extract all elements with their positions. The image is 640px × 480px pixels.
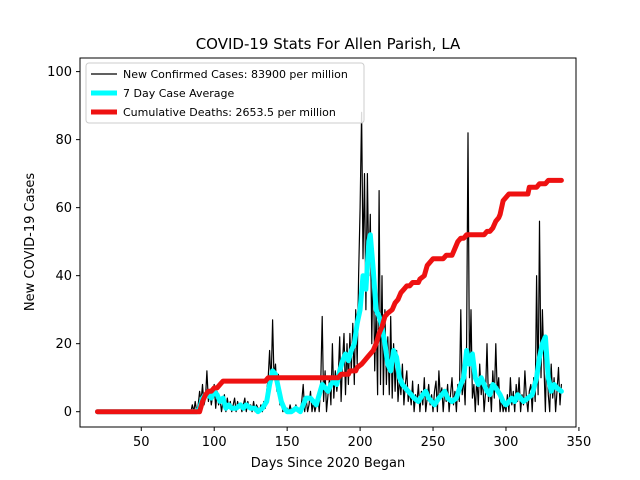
y-tick-label: 20	[55, 337, 72, 352]
new-cases-legend-label: New Confirmed Cases: 83900 per million	[123, 68, 348, 81]
y-tick-label: 0	[64, 405, 72, 420]
y-tick-label: 100	[47, 65, 72, 80]
y-axis-title: New COVID-19 Cases	[23, 173, 38, 311]
x-tick-label: 250	[421, 435, 446, 450]
legend: New Confirmed Cases: 83900 per million 7 …	[85, 62, 365, 124]
y-axis: 0 20 40 60 80 100	[47, 65, 80, 420]
x-tick-label: 200	[348, 435, 373, 450]
y-tick-label: 40	[55, 269, 72, 284]
x-axis-title: Days Since 2020 Began	[251, 456, 406, 471]
y-tick-label: 80	[55, 133, 72, 148]
cumulative-deaths-legend-label: Cumulative Deaths: 2653.5 per million	[123, 106, 336, 119]
x-axis: 50 100 150 200 250 300 350	[133, 427, 591, 450]
cumulative-deaths-line	[95, 177, 564, 415]
seven-day-average-legend-label: 7 Day Case Average	[123, 87, 235, 100]
plot-lines	[95, 111, 564, 415]
x-tick-label: 300	[494, 435, 519, 450]
x-tick-label: 150	[275, 435, 300, 450]
y-tick-label: 60	[55, 201, 72, 216]
seven-day-average-line	[95, 232, 564, 415]
legend-box	[85, 62, 365, 124]
chart-title: COVID-19 Stats For Allen Parish, LA	[196, 35, 461, 53]
x-tick-label: 350	[567, 435, 592, 450]
plot-frame	[79, 57, 577, 428]
x-tick-label: 100	[202, 435, 227, 450]
x-tick-label: 50	[133, 435, 150, 450]
